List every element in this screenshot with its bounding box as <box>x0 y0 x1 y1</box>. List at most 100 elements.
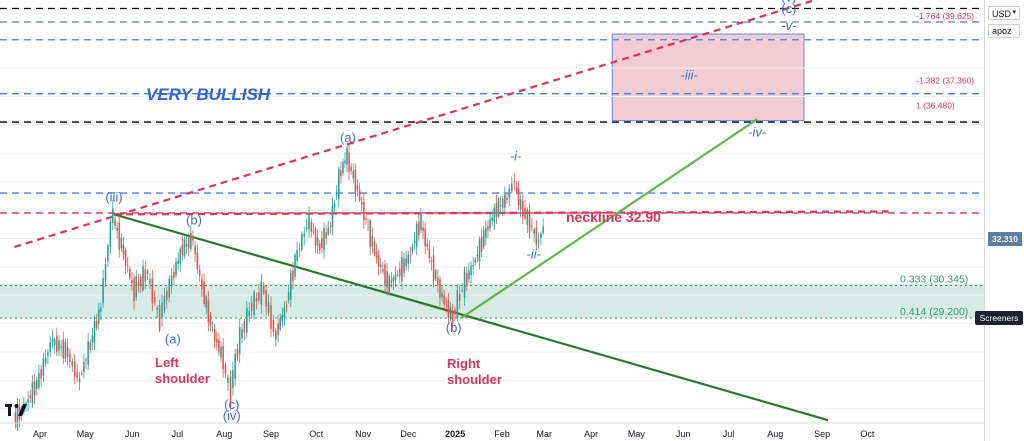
candle-body <box>87 341 89 365</box>
candle-body <box>321 238 323 248</box>
candle-body <box>432 255 435 281</box>
candle-body <box>232 370 234 388</box>
candle-body <box>104 264 107 280</box>
candle-body <box>93 320 96 343</box>
candle-body <box>463 270 466 298</box>
candle-body <box>531 225 533 227</box>
x-tick-label: Apr <box>33 429 47 439</box>
candle-body <box>120 237 123 249</box>
candle-body <box>356 185 359 190</box>
trend-line-neckline-red <box>113 210 889 216</box>
candle-body <box>275 330 277 340</box>
wave-label: (b) <box>186 212 202 227</box>
candle-body <box>441 292 443 298</box>
candle-body <box>279 318 282 330</box>
candle-body <box>292 270 294 282</box>
x-tick-label: Oct <box>860 429 875 439</box>
candle-body <box>296 250 298 261</box>
x-tick-label: Jun <box>676 429 691 439</box>
candle-body <box>451 312 454 324</box>
wave-label: (c) <box>224 397 239 412</box>
candle-body <box>89 342 92 350</box>
candle-body <box>540 233 542 238</box>
candle-body <box>524 207 526 219</box>
screeners-button[interactable]: Screeners <box>975 311 1023 325</box>
candle-body <box>382 268 384 272</box>
candle-body <box>373 241 376 254</box>
candle-body <box>346 147 348 165</box>
candle-body <box>454 309 456 314</box>
candle-body <box>327 227 330 235</box>
tradingview-logo-icon <box>5 404 27 416</box>
candle-body <box>504 194 506 208</box>
candle-body <box>151 278 154 304</box>
candle-body <box>409 255 412 257</box>
candle-body <box>394 274 397 280</box>
candle-body <box>277 323 279 336</box>
candle-body <box>207 299 210 323</box>
candle-body <box>474 259 477 263</box>
candle-body <box>267 302 270 314</box>
candle-body <box>371 235 374 246</box>
x-tick-label: Dec <box>400 429 417 439</box>
candle-body <box>491 217 493 221</box>
candle-body <box>142 266 144 291</box>
candle-body <box>482 230 485 247</box>
candle-body <box>511 183 513 192</box>
candle-body <box>179 248 182 264</box>
candle-body <box>58 340 60 351</box>
candle-body <box>262 285 265 294</box>
candle-body <box>218 340 220 353</box>
candle-body <box>260 281 263 305</box>
candle-body <box>234 353 236 379</box>
x-tick-label: May <box>628 429 646 439</box>
candle-body <box>430 260 433 262</box>
scale-selector[interactable]: apoz <box>988 24 1020 38</box>
candle-body <box>437 277 439 286</box>
wave-label: -iv- <box>748 124 767 139</box>
candle-body <box>102 278 104 304</box>
candle-body <box>537 240 540 243</box>
candle-body <box>542 226 544 233</box>
candle-body <box>472 264 474 267</box>
x-tick-label: Sep <box>814 429 830 439</box>
candle-body <box>270 304 272 329</box>
wave-label: -v- <box>781 18 797 33</box>
price-axis[interactable] <box>984 0 1024 441</box>
candle-body <box>258 292 260 301</box>
trend-line-rising-red <box>14 0 819 249</box>
candle-body <box>27 399 29 403</box>
candle-body <box>312 231 315 233</box>
candle-body <box>168 278 171 298</box>
currency-selector[interactable]: USD ▾ <box>988 6 1020 20</box>
candle-body <box>375 251 378 258</box>
candle-body <box>325 231 327 239</box>
candle-body <box>323 227 325 251</box>
candle-body <box>314 228 317 246</box>
candle-body <box>158 304 161 331</box>
candle-body <box>470 265 472 276</box>
candle-body <box>461 290 463 292</box>
candle-body <box>177 260 179 265</box>
candle-body <box>308 213 310 230</box>
candle-body <box>38 373 40 388</box>
candle-body <box>485 228 487 238</box>
candle-body <box>403 258 405 273</box>
candle-body <box>390 280 393 283</box>
candle-body <box>521 200 524 217</box>
trend-line-rising-green <box>460 118 758 319</box>
candle-body <box>526 209 529 225</box>
candle-body <box>215 338 218 343</box>
candle-body <box>163 295 166 311</box>
candle-body <box>51 338 54 343</box>
candle-body <box>40 369 42 379</box>
candle-body <box>426 243 429 247</box>
candle-body <box>53 339 56 346</box>
candle-body <box>411 245 414 252</box>
candle-body <box>287 292 290 301</box>
candle-body <box>439 279 441 298</box>
wave-label: -ii- <box>526 246 541 261</box>
candle-body <box>78 378 81 383</box>
x-tick-label: Jul <box>723 429 735 439</box>
